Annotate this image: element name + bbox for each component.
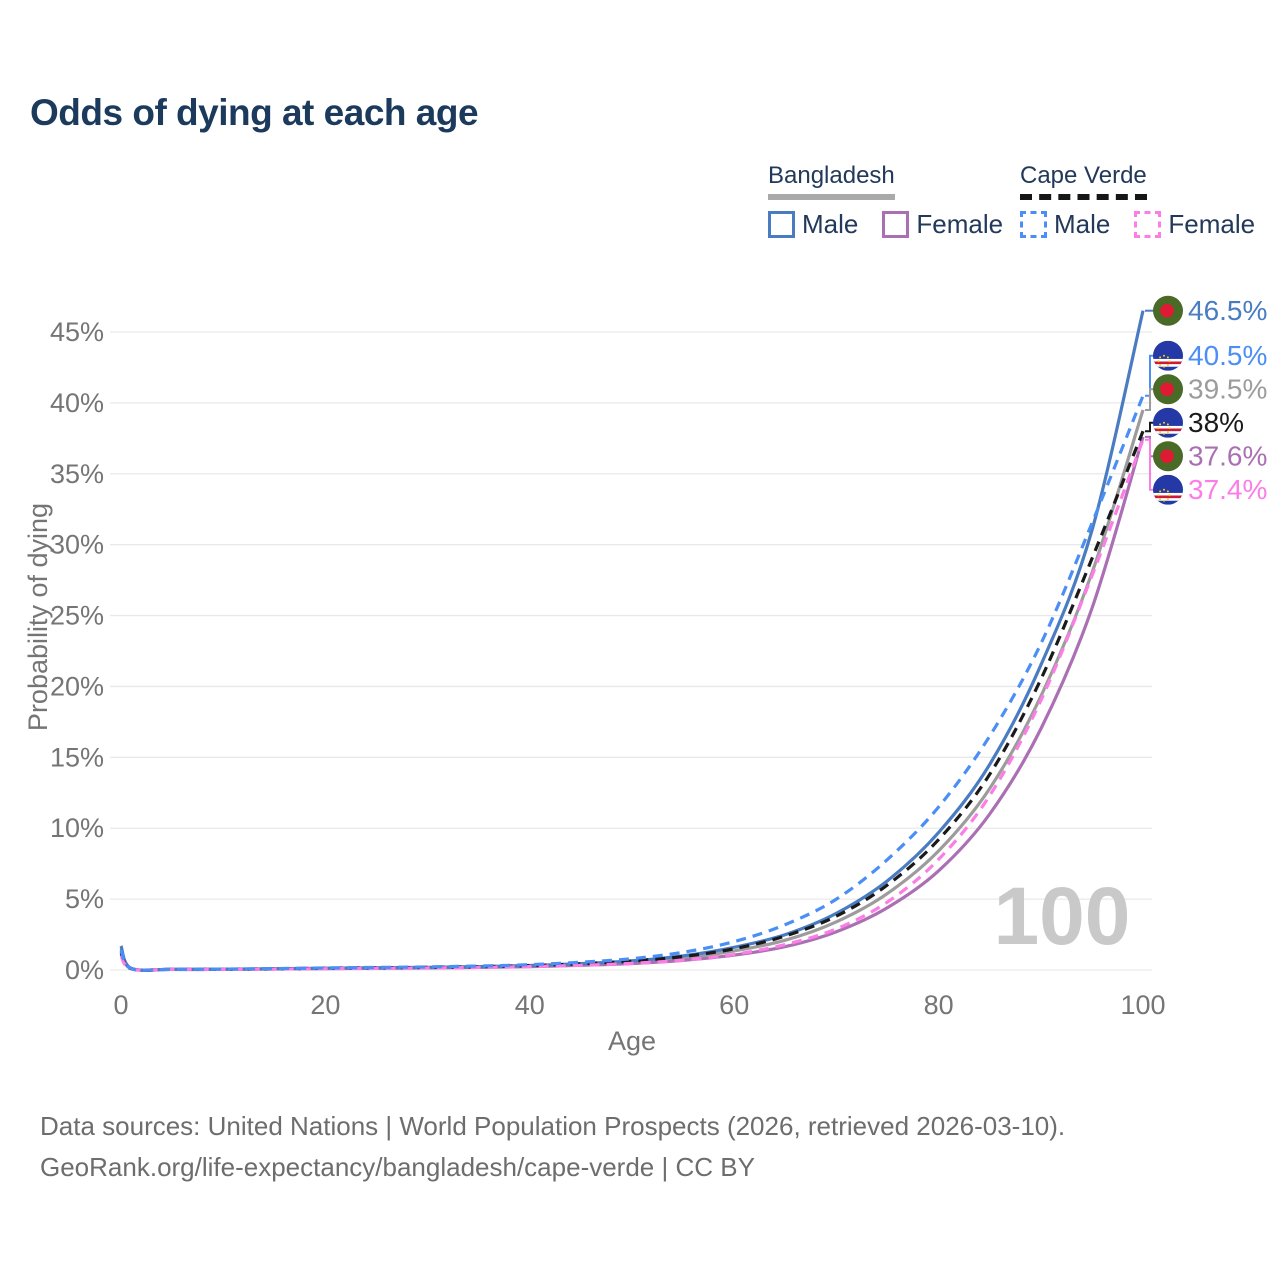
y-axis-title: Probability of dying	[23, 503, 53, 731]
cape-verde-flag-icon	[1153, 340, 1183, 371]
chart-legend: Bangladesh Male Female Cape Verde Male	[0, 162, 1280, 252]
legend-row-cape-verde: Male Female	[1020, 209, 1271, 240]
legend-item-label: Female	[1168, 209, 1256, 239]
y-tick-label: 10%	[50, 813, 104, 843]
series-line-bangladesh-female	[119, 436, 1145, 972]
legend-item-label: Male	[1054, 209, 1111, 239]
end-label-connector	[1145, 354, 1154, 397]
series-line-cape-verde-female	[119, 439, 1145, 972]
cape-verde-flag-icon	[1153, 407, 1183, 438]
legend-item-label: Male	[802, 209, 859, 239]
end-label-cape-verde-female: 37.4%	[1188, 474, 1267, 505]
end-label-connector	[1145, 388, 1154, 411]
end-label-connector	[1145, 421, 1154, 433]
end-label-connector	[1145, 438, 1154, 491]
chart-footer: Data sources: United Nations | World Pop…	[40, 1106, 1065, 1188]
series-line-bangladesh-total	[119, 409, 1145, 972]
y-tick-label: 5%	[65, 884, 104, 914]
watermark-age-100: 100	[994, 871, 1131, 962]
attribution-note: GeoRank.org/life-expectancy/bangladesh/c…	[40, 1152, 755, 1182]
y-tick-label: 0%	[65, 955, 104, 985]
cape-verde-male-swatch-icon	[1020, 211, 1047, 238]
end-label-bangladesh-male: 46.5%	[1188, 295, 1267, 326]
series-line-cape-verde-total	[119, 430, 1145, 972]
x-tick-label: 0	[113, 990, 128, 1020]
y-tick-label: 30%	[50, 530, 104, 560]
x-tick-label: 80	[924, 990, 954, 1020]
bangladesh-flag-icon	[1153, 374, 1183, 405]
data-source-note: Data sources: United Nations | World Pop…	[40, 1111, 1066, 1141]
y-tick-label: 45%	[50, 317, 104, 347]
legend-item-bangladesh-female[interactable]: Female	[882, 209, 1003, 240]
bangladesh-male-swatch-icon	[768, 211, 795, 238]
page-title: Odds of dying at each age	[30, 92, 479, 133]
legend-row-bangladesh: Male Female	[768, 209, 1019, 240]
y-tick-label: 15%	[50, 742, 104, 772]
y-tick-label: 35%	[50, 459, 104, 489]
legend-group-cape-verde: Cape Verde Male Female	[1020, 162, 1271, 240]
legend-item-cape-verde-male[interactable]: Male	[1020, 209, 1110, 240]
x-tick-label: 20	[310, 990, 340, 1020]
end-label-cape-verde-male: 40.5%	[1188, 340, 1267, 371]
x-axis-title: Age	[608, 1026, 656, 1056]
cape-verde-flag-icon	[1153, 474, 1183, 505]
legend-item-bangladesh-male[interactable]: Male	[768, 209, 858, 240]
legend-group-bangladesh: Bangladesh Male Female	[768, 162, 1019, 240]
y-tick-label: 20%	[50, 671, 104, 701]
series-line-bangladesh-male	[119, 310, 1145, 972]
x-tick-label: 100	[1120, 990, 1165, 1020]
bangladesh-flag-icon	[1153, 441, 1183, 472]
legend-item-cape-verde-female[interactable]: Female	[1134, 209, 1255, 240]
end-label-cape-verde-total: 38%	[1188, 407, 1244, 438]
x-tick-label: 40	[515, 990, 545, 1020]
legend-header-bangladesh: Bangladesh	[768, 162, 895, 200]
y-tick-label: 40%	[50, 388, 104, 418]
end-label-bangladesh-total: 39.5%	[1188, 374, 1267, 405]
bangladesh-female-swatch-icon	[882, 211, 910, 238]
cape-verde-female-swatch-icon	[1134, 211, 1162, 238]
legend-item-label: Female	[916, 209, 1004, 239]
bangladesh-flag-icon	[1153, 295, 1183, 326]
y-tick-label: 25%	[50, 601, 104, 631]
series-line-cape-verde-male	[119, 395, 1145, 972]
x-tick-label: 60	[719, 990, 749, 1020]
legend-header-cape-verde: Cape Verde	[1020, 162, 1147, 200]
end-label-bangladesh-female: 37.6%	[1188, 441, 1267, 472]
